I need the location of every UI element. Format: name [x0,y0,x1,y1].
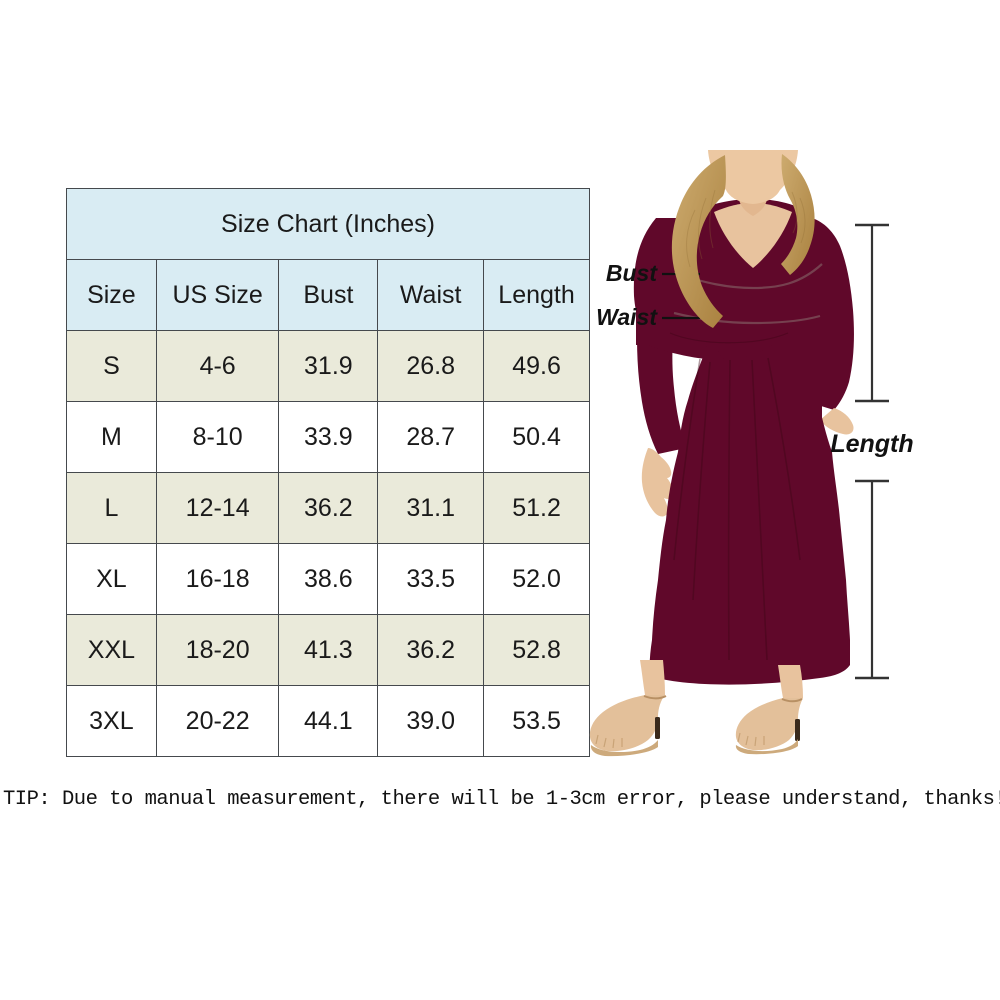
svg-text:Waist: Waist [596,304,658,330]
svg-text:Length: Length [830,430,913,458]
svg-text:Bust: Bust [606,260,658,286]
